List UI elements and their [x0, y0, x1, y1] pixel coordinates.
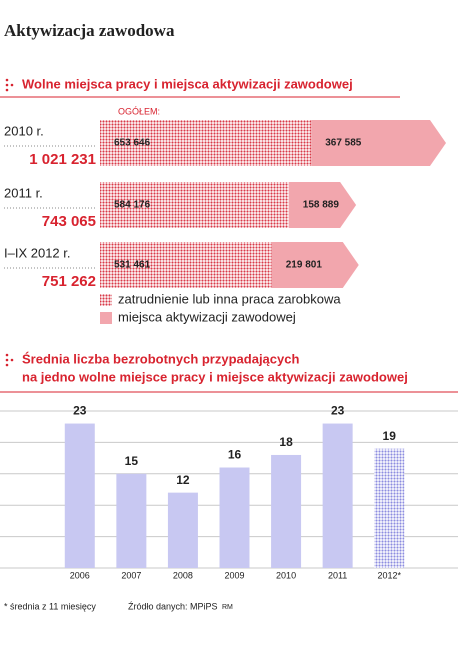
x-tick-label: 2008 [173, 570, 193, 580]
legend-label: miejsca aktywizacji zawodowej [118, 309, 296, 324]
value-label: 12 [176, 473, 190, 487]
total-label: 743 065 [42, 213, 96, 230]
row-label: 2010 r. [4, 123, 44, 138]
bar-segment [288, 182, 357, 228]
legend-swatch [100, 312, 112, 324]
bar [374, 448, 405, 568]
total-caption: OGÓŁEM: [118, 106, 160, 116]
x-tick-label: 2006 [70, 570, 90, 580]
value-label: 16 [228, 448, 242, 462]
bar [167, 492, 198, 568]
x-tick-label: 2010 [276, 570, 296, 580]
chart-title: Wolne miejsca pracy i miejsca aktywizacj… [22, 76, 353, 91]
chart-title: Średnia liczba bezrobotnych przypadający… [22, 351, 299, 366]
value-label: 531 461 [114, 260, 151, 271]
bar-segment [100, 242, 272, 288]
chart-title: na jedno wolne miejsce pracy i miejsce a… [22, 369, 408, 384]
x-tick-label: 2012* [377, 570, 401, 580]
value-label: 23 [331, 404, 345, 418]
legend-swatch [100, 294, 112, 306]
value-label: 158 889 [303, 200, 340, 211]
x-tick-label: 2007 [121, 570, 141, 580]
value-label: 653 646 [114, 138, 151, 149]
bar-segment [271, 242, 359, 288]
row-label: 2011 r. [4, 185, 43, 200]
value-label: 584 176 [114, 200, 151, 211]
value-label: 15 [125, 454, 139, 468]
total-label: 751 262 [42, 273, 96, 290]
value-label: 19 [383, 429, 397, 443]
page-title: Aktywizacja zawodowa [4, 21, 175, 40]
legend-label: zatrudnienie lub inna praca zarobkowa [118, 291, 341, 306]
source: Źródło danych: MPiPS [128, 601, 218, 611]
bar-segment [100, 182, 289, 228]
bar [271, 454, 302, 568]
value-label: 219 801 [286, 260, 323, 271]
value-label: 367 585 [325, 138, 362, 149]
row-label: I–IX 2012 r. [4, 245, 71, 260]
value-label: 18 [279, 435, 293, 449]
x-tick-label: 2009 [224, 570, 244, 580]
bar-segment [311, 120, 446, 166]
x-tick-label: 2011 [328, 570, 347, 580]
bar [64, 423, 95, 568]
bar [116, 473, 147, 568]
author: RM [222, 604, 233, 611]
bar [219, 467, 250, 568]
value-label: 23 [73, 404, 87, 418]
section-marker [5, 78, 14, 367]
total-label: 1 021 231 [29, 151, 96, 168]
footnote: * średnia z 11 miesięcy [4, 601, 96, 611]
bar-segment [100, 120, 312, 166]
bar [322, 423, 353, 568]
